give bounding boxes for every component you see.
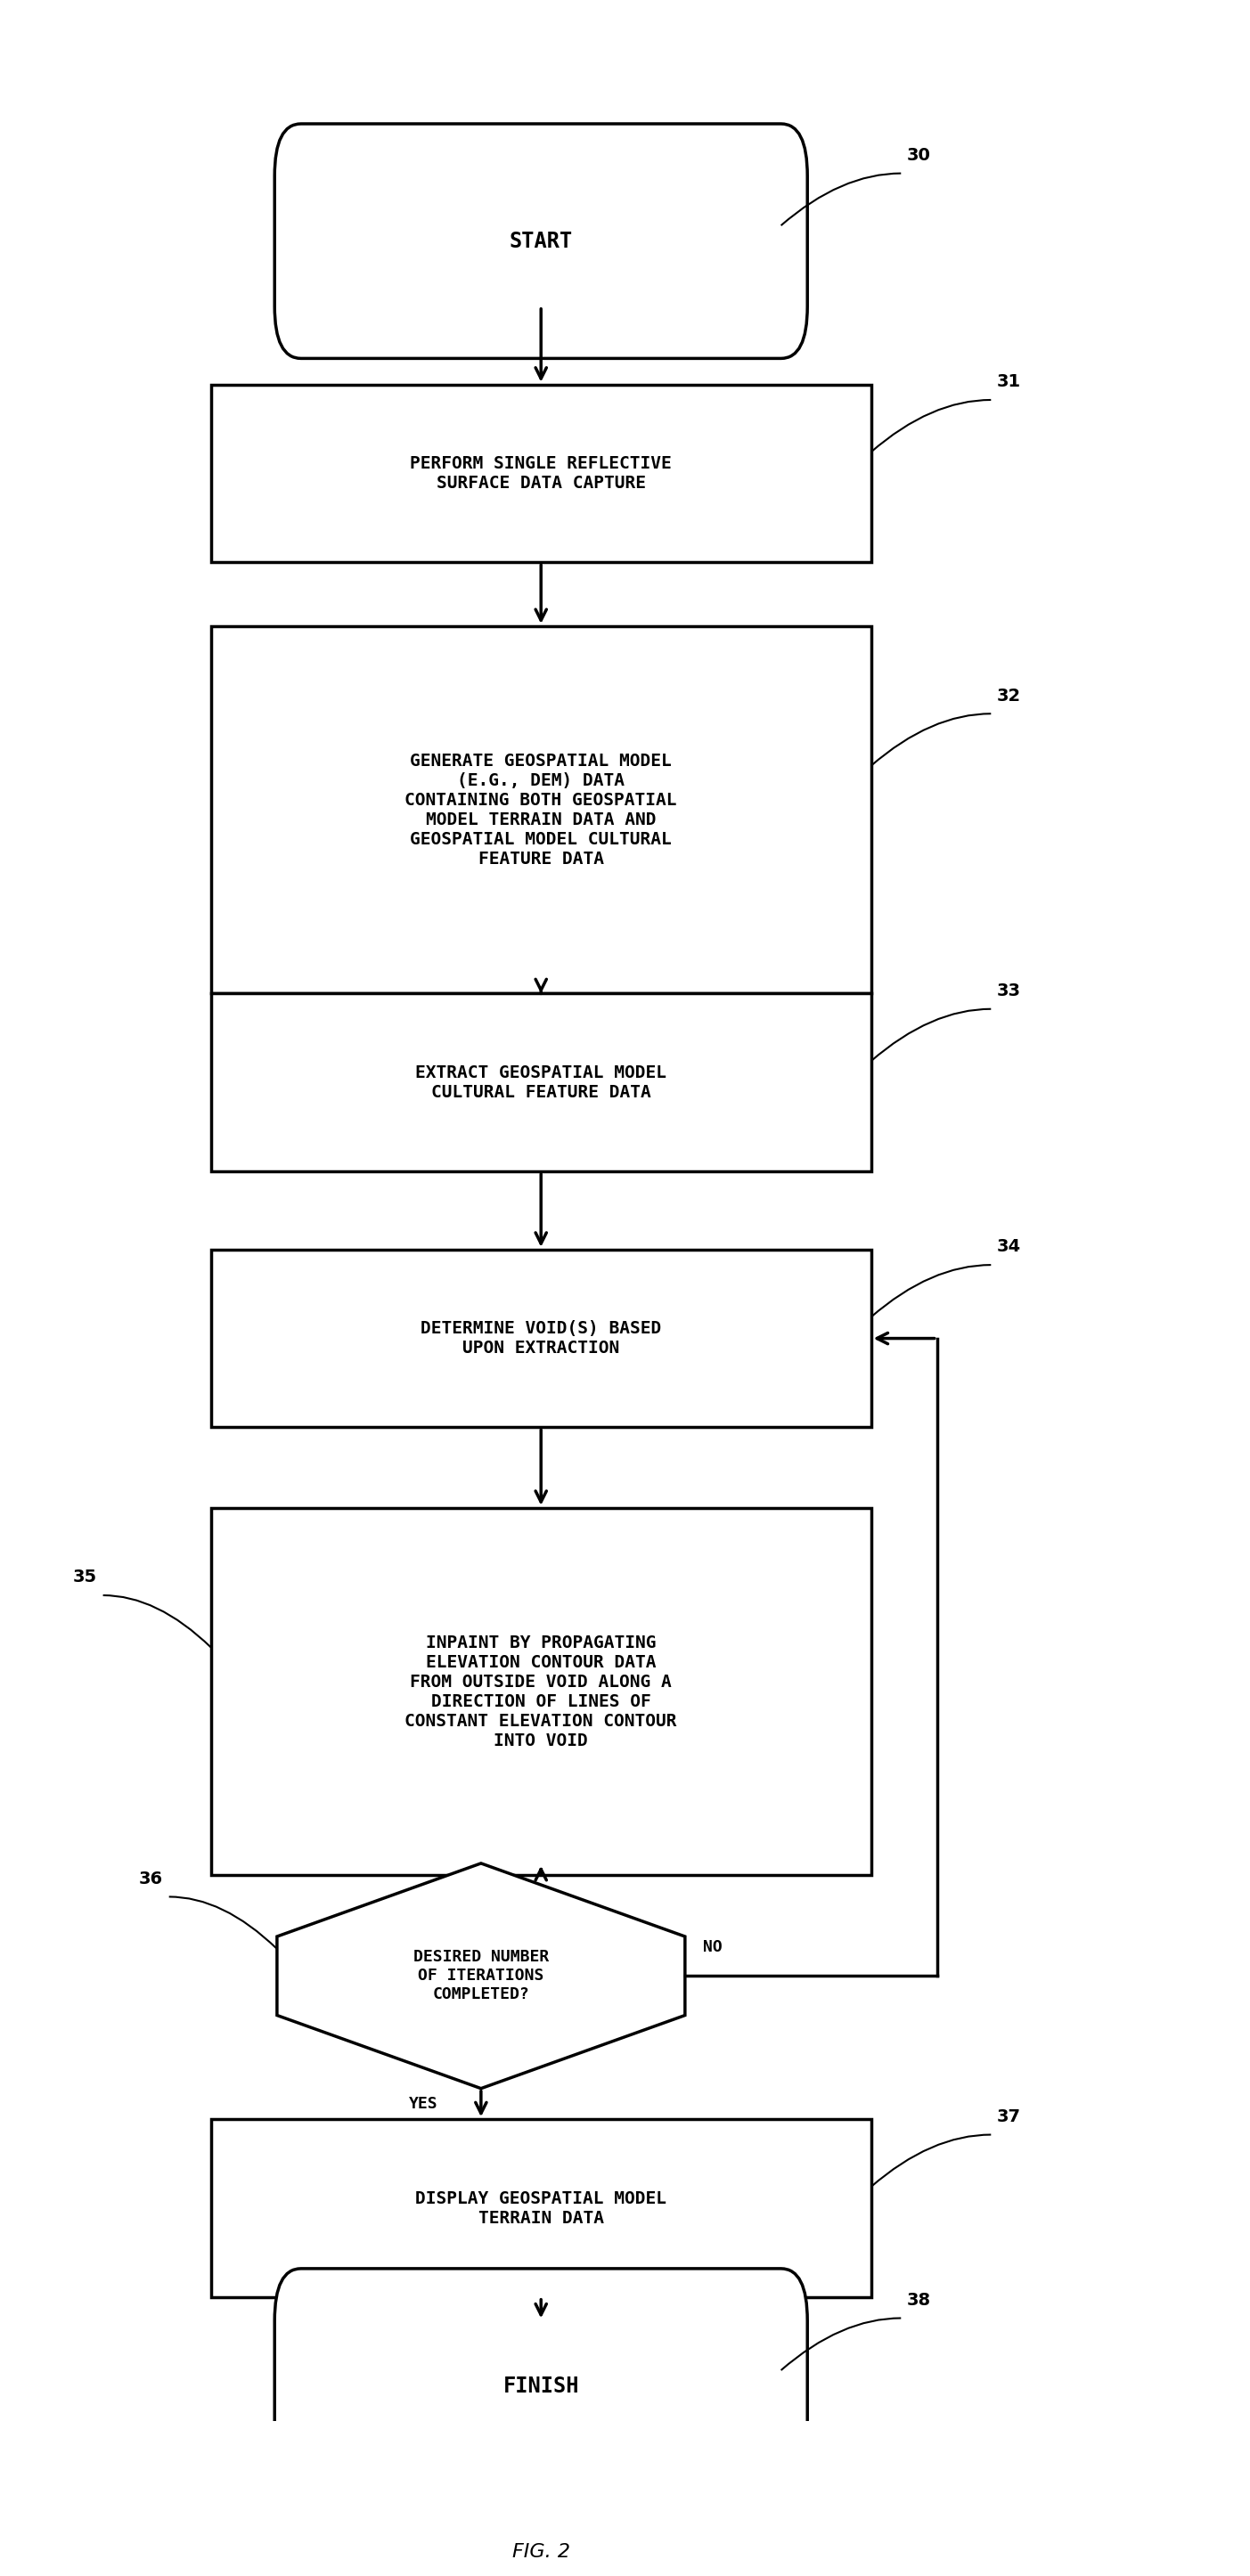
Text: 35: 35: [72, 1569, 98, 1587]
Text: 37: 37: [998, 2107, 1021, 2125]
Text: DISPLAY GEOSPATIAL MODEL
TERRAIN DATA: DISPLAY GEOSPATIAL MODEL TERRAIN DATA: [415, 2190, 666, 2226]
FancyBboxPatch shape: [275, 2269, 808, 2504]
Bar: [211, 994, 871, 1172]
Text: 33: 33: [998, 981, 1021, 999]
Bar: [211, 2120, 871, 2298]
Bar: [211, 626, 871, 994]
Polygon shape: [278, 1862, 685, 2089]
Text: 31: 31: [998, 374, 1021, 392]
Text: 36: 36: [139, 1870, 162, 1888]
Text: GENERATE GEOSPATIAL MODEL
(E.G., DEM) DATA
CONTAINING BOTH GEOSPATIAL
MODEL TERR: GENERATE GEOSPATIAL MODEL (E.G., DEM) DA…: [405, 752, 678, 868]
Bar: [211, 1249, 871, 1427]
Text: START: START: [509, 229, 572, 252]
Text: 38: 38: [907, 2293, 931, 2308]
Text: 30: 30: [907, 147, 931, 165]
Text: NO: NO: [703, 1940, 722, 1955]
Text: 32: 32: [998, 688, 1021, 703]
Bar: [211, 384, 871, 562]
Text: FINISH: FINISH: [503, 2375, 579, 2396]
Text: DESIRED NUMBER
OF ITERATIONS
COMPLETED?: DESIRED NUMBER OF ITERATIONS COMPLETED?: [414, 1950, 549, 2002]
Text: INPAINT BY PROPAGATING
ELEVATION CONTOUR DATA
FROM OUTSIDE VOID ALONG A
DIRECTIO: INPAINT BY PROPAGATING ELEVATION CONTOUR…: [405, 1633, 678, 1749]
Text: EXTRACT GEOSPATIAL MODEL
CULTURAL FEATURE DATA: EXTRACT GEOSPATIAL MODEL CULTURAL FEATUR…: [415, 1064, 666, 1100]
Text: PERFORM SINGLE REFLECTIVE
SURFACE DATA CAPTURE: PERFORM SINGLE REFLECTIVE SURFACE DATA C…: [410, 456, 671, 492]
Text: YES: YES: [409, 2097, 437, 2112]
Text: FIG. 2: FIG. 2: [512, 2543, 570, 2561]
FancyBboxPatch shape: [275, 124, 808, 358]
Bar: [211, 1507, 871, 1875]
Text: 34: 34: [998, 1239, 1021, 1255]
Text: DETERMINE VOID(S) BASED
UPON EXTRACTION: DETERMINE VOID(S) BASED UPON EXTRACTION: [420, 1319, 661, 1358]
